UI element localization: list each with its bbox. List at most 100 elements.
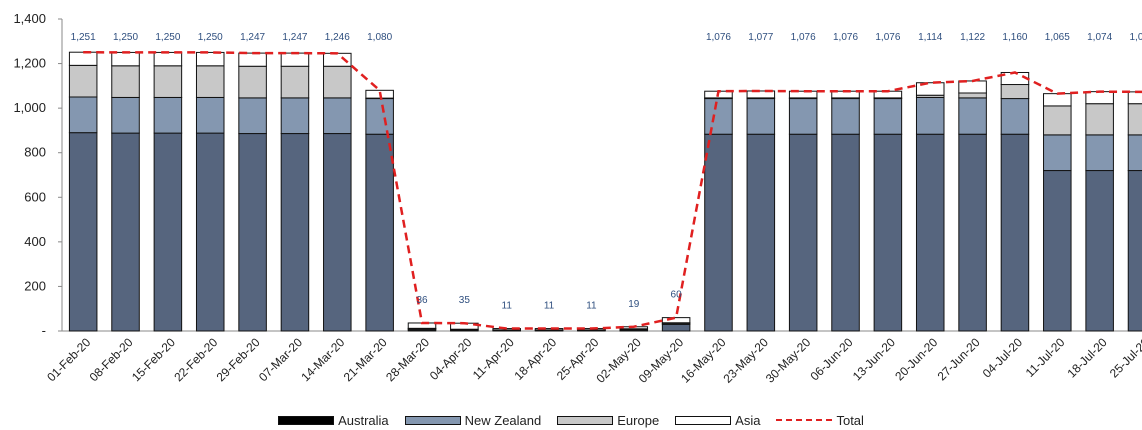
- bar-segment-asia: [111, 51, 140, 67]
- bar-segment-asia: [788, 90, 818, 99]
- x-tick-label: 29-Feb-20: [214, 335, 263, 384]
- bar-segment-australia: [958, 133, 987, 332]
- x-tick-label: 08-Feb-20: [87, 335, 136, 384]
- x-tick-label: 13-Jun-20: [850, 335, 898, 383]
- x-tick-label: 28-Mar-20: [383, 335, 432, 384]
- bar-segment-asia: [1085, 91, 1114, 105]
- bar-segment-new-zealand: [746, 98, 776, 135]
- legend-item-europe: Europe: [557, 413, 659, 428]
- bar-segment-australia: [873, 133, 903, 332]
- bar-segment-europe: [1127, 103, 1142, 136]
- total-data-label: 1,073: [1129, 32, 1142, 43]
- x-tick-label: 22-Feb-20: [171, 335, 220, 384]
- bar-segment-asia: [746, 90, 776, 99]
- bar-segment-europe: [1000, 84, 1030, 100]
- total-data-label: 1,076: [833, 32, 858, 43]
- total-data-label: 11: [544, 301, 555, 312]
- x-tick-label: 16-May-20: [678, 335, 729, 386]
- x-tick-label: 27-Jun-20: [935, 335, 983, 383]
- bar-segment-new-zealand: [704, 98, 733, 135]
- y-tick-label: 1,400: [13, 11, 46, 26]
- bar-segment-australia: [280, 133, 310, 332]
- x-tick-label: 11-Apr-20: [470, 335, 517, 382]
- bar-segment-australia: [195, 132, 225, 332]
- x-tick-label: 21-Mar-20: [341, 335, 390, 384]
- total-data-label: 1,080: [367, 32, 392, 43]
- total-data-label: 1,246: [325, 32, 350, 43]
- bar-segment-asia: [1043, 93, 1072, 107]
- bar-segment-europe: [238, 65, 267, 99]
- x-tick-label: 06-Jun-20: [808, 335, 856, 383]
- bar-segment-new-zealand: [238, 97, 267, 135]
- total-data-label: 11: [502, 301, 513, 312]
- bar-segment-australia: [238, 133, 267, 332]
- x-tick-label: 23-May-20: [720, 335, 771, 386]
- total-data-label: 36: [416, 295, 428, 306]
- total-data-label: 1,250: [155, 32, 180, 43]
- bar-segment-australia: [323, 133, 352, 332]
- total-data-label: 1,065: [1045, 32, 1070, 43]
- x-tick-label: 30-May-20: [763, 335, 814, 386]
- bar-segment-asia: [153, 51, 183, 67]
- x-tick-label: 15-Feb-20: [129, 335, 178, 384]
- y-tick-label: 200: [24, 278, 46, 293]
- x-tick-label: 07-Mar-20: [256, 335, 305, 384]
- bar-segment-australia: [1127, 170, 1142, 332]
- bar-segment-europe: [111, 65, 140, 98]
- x-tick-label: 02-May-20: [593, 335, 644, 386]
- bar-segment-australia: [1043, 170, 1072, 332]
- total-data-label: 1,076: [791, 32, 816, 43]
- bar-segment-asia: [195, 51, 225, 67]
- bar-segment-australia: [831, 133, 860, 332]
- bar-segment-new-zealand: [153, 96, 183, 134]
- total-data-label: 1,122: [960, 32, 985, 43]
- x-tick-label: 18-Apr-20: [512, 335, 560, 383]
- bar-segment-australia: [1000, 133, 1030, 332]
- total-data-label: 1,247: [240, 32, 265, 43]
- bar-segment-australia: [704, 133, 733, 332]
- bar-segment-asia: [280, 52, 310, 67]
- bar-segment-australia: [1085, 170, 1114, 332]
- bar-segment-asia: [958, 80, 987, 94]
- legend-swatch-australia: [278, 415, 335, 425]
- bar-segment-new-zealand: [280, 97, 310, 135]
- legend-item-new-zealand: New Zealand: [404, 412, 542, 428]
- x-tick-label: 25-Jul-20: [1107, 335, 1142, 381]
- legend-swatch-asia: [675, 415, 732, 425]
- legend-label-australia: Australia: [338, 412, 389, 428]
- bar-segment-asia: [238, 52, 267, 67]
- y-tick-label: 400: [24, 234, 46, 249]
- bar-segment-new-zealand: [1085, 134, 1114, 172]
- bar-segment-australia: [915, 133, 945, 332]
- bar-segment-new-zealand: [1127, 134, 1142, 172]
- total-data-label: 1,250: [113, 32, 138, 43]
- bar-segment-new-zealand: [68, 96, 98, 134]
- total-data-label: 1,077: [748, 32, 773, 43]
- bar-segment-europe: [153, 65, 183, 98]
- legend-label-total: Total: [836, 412, 864, 428]
- legend-swatch-total: [776, 419, 833, 421]
- x-tick-label: 14-Mar-20: [298, 335, 347, 384]
- legend-item-australia: Australia: [278, 413, 389, 428]
- bar-segment-europe: [958, 92, 987, 99]
- legend-label-europe: Europe: [617, 412, 660, 428]
- total-data-label: 1,076: [875, 32, 900, 43]
- bar-segment-new-zealand: [1000, 98, 1030, 135]
- legend-item-total: Total: [776, 412, 864, 428]
- x-tick-label: 20-Jun-20: [892, 335, 940, 383]
- bar-segment-new-zealand: [873, 98, 903, 135]
- x-tick-label: 01-Feb-20: [44, 335, 93, 384]
- bar-segment-new-zealand: [1043, 134, 1072, 172]
- bar-segment-asia: [1127, 91, 1142, 105]
- total-data-label: 35: [459, 295, 471, 306]
- legend: Australia New Zealand Europe Asia Total: [0, 410, 1142, 430]
- bar-segment-australia: [788, 133, 818, 332]
- bar-segment-australia: [746, 133, 776, 332]
- bar-segment-new-zealand: [915, 96, 945, 135]
- bar-segment-europe: [280, 65, 310, 99]
- total-data-label: 19: [628, 299, 640, 310]
- x-tick-label: 04-Jul-20: [980, 335, 1026, 381]
- bar-segment-europe: [1085, 103, 1114, 136]
- legend-label-new-zealand: New Zealand: [464, 412, 542, 428]
